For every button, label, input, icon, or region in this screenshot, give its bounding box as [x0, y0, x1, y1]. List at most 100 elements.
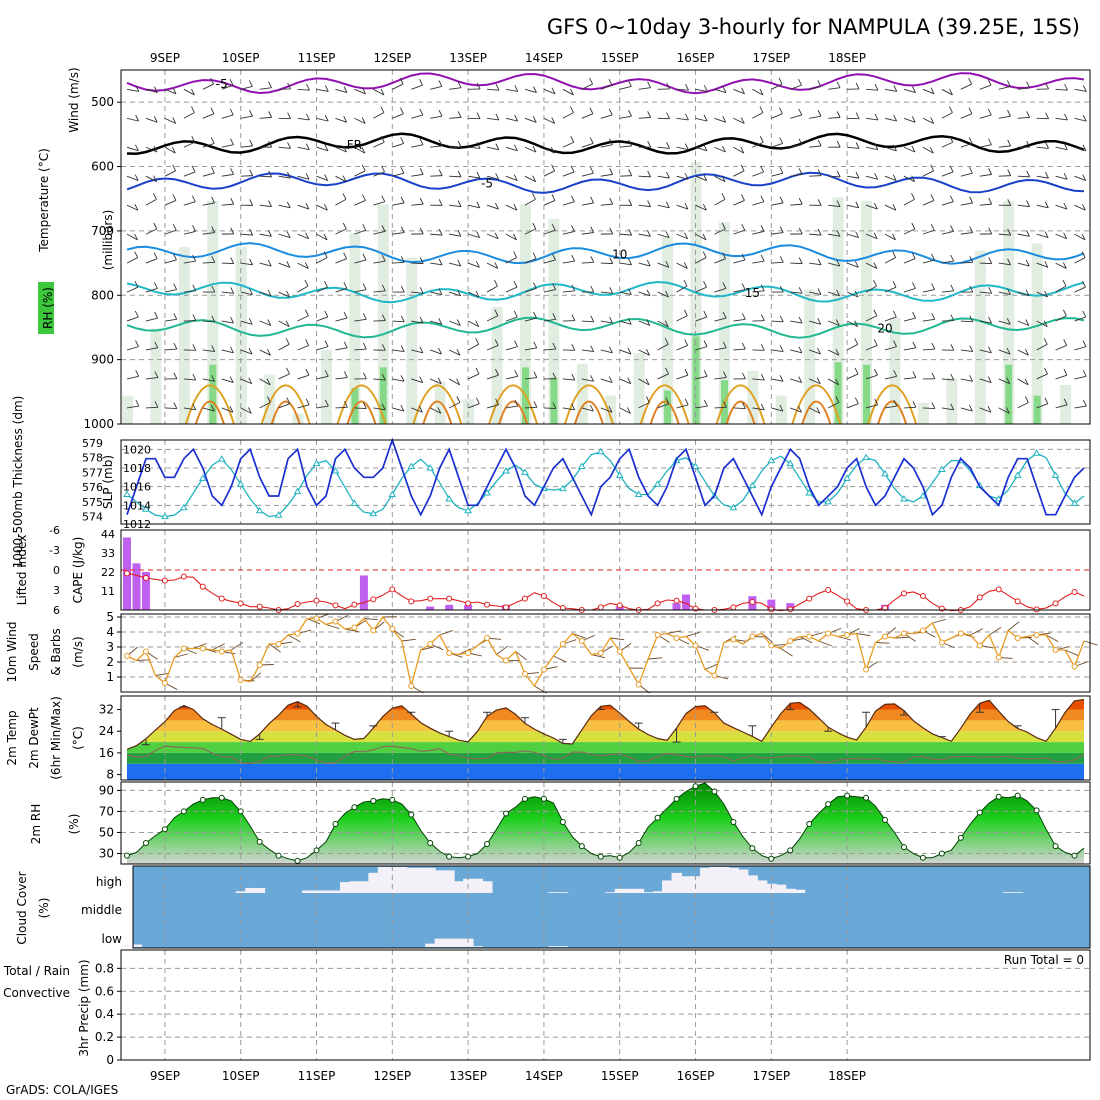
- wind-barb: [468, 175, 481, 179]
- wind-barb-flag: [817, 80, 822, 87]
- wind-barb-flag: [1044, 231, 1049, 238]
- wind-barb-flag: [342, 193, 347, 200]
- wind-barb-flag: [456, 396, 461, 403]
- wind-barb-flag: [1026, 200, 1030, 207]
- wind-speed-marker: [275, 641, 282, 647]
- wind-barb: [884, 346, 897, 351]
- wind-barb: [752, 290, 765, 293]
- lifted-index-marker: [294, 601, 301, 607]
- cloud-high-bar: [681, 876, 692, 893]
- wind-barb-flag: [968, 107, 973, 114]
- wind-barb: [998, 407, 1010, 414]
- cape-bar: [672, 603, 681, 610]
- wind-barb-flag: [381, 344, 386, 351]
- wind-barb-flag: [760, 225, 765, 232]
- wind-barb-flag: [173, 283, 178, 290]
- wind-barb-flag: [646, 289, 651, 297]
- wind-barb-flag: [1082, 370, 1087, 377]
- wind-barb-flag: [571, 314, 576, 321]
- wind-barb: [316, 117, 329, 122]
- wind-barb: [468, 146, 481, 149]
- wind-barb-flag: [1062, 262, 1067, 269]
- wind-speed-marker: [218, 648, 225, 655]
- wind-barb-flag: [855, 231, 860, 238]
- wind-barb-flag: [1082, 310, 1087, 318]
- wind-barb: [543, 117, 555, 124]
- wind-barb: [449, 87, 462, 90]
- wind-barb-flag: [741, 87, 745, 95]
- wind-barb-flag: [173, 372, 178, 380]
- wind-barb: [164, 229, 177, 235]
- wind-barb: [297, 233, 309, 240]
- wind-barb: [619, 115, 632, 119]
- wind-barb-flag: [249, 169, 254, 176]
- wind-barb: [335, 88, 348, 94]
- wind-barb-flag: [798, 138, 803, 145]
- wind-barb-10m: [989, 626, 1002, 636]
- wind-barb-flag: [438, 318, 443, 325]
- wind-barb: [449, 262, 461, 267]
- wind-barb: [903, 117, 916, 123]
- rh-marker: [351, 804, 358, 811]
- wind-barb-flag: [135, 399, 140, 407]
- wind-barb-flag: [1026, 170, 1031, 178]
- wind-barb: [695, 117, 708, 122]
- wind-barb: [411, 262, 424, 265]
- wind-speed-marker: [995, 654, 1002, 661]
- wind-barb-flag: [1044, 201, 1049, 209]
- wind-barb: [865, 175, 878, 180]
- wind-barb-flag: [1064, 113, 1068, 121]
- wind-barb-flag: [854, 367, 859, 375]
- wind-speed-marker: [294, 630, 301, 637]
- wind-barb: [600, 291, 613, 294]
- cloud-high-bar: [643, 892, 654, 893]
- wind-barb: [638, 175, 651, 178]
- wind-barb: [884, 257, 896, 264]
- wind-barb: [790, 173, 803, 177]
- wind-barb: [278, 373, 290, 380]
- lifted-index-marker: [256, 603, 263, 610]
- wind-barb-flag: [323, 251, 328, 258]
- lifted-index-marker: [1052, 600, 1059, 607]
- wind-barb: [1036, 291, 1048, 298]
- wind-barb: [600, 349, 613, 354]
- wind-barb-flag: [816, 377, 821, 384]
- wind-barb-flag: [817, 288, 822, 295]
- wind-barb-flag: [1006, 377, 1011, 384]
- wind-barb-10m: [496, 645, 508, 655]
- wind-barb: [259, 116, 272, 119]
- wind-barb: [809, 291, 822, 296]
- lifted-index-marker: [503, 604, 510, 611]
- rh-marker: [654, 814, 661, 821]
- wind-barb-flag: [286, 290, 290, 298]
- wind-barb-flag: [400, 256, 405, 263]
- wind-barb: [581, 143, 594, 148]
- pressure-tick-label: 800: [91, 288, 114, 302]
- wind-barb: [524, 228, 537, 235]
- wind-barb: [695, 233, 707, 241]
- wind-barb: [809, 320, 821, 325]
- wind-barb-flag: [1045, 82, 1050, 90]
- wind-barb: [695, 405, 708, 409]
- wind-barb: [581, 83, 593, 90]
- wind-barb-flag: [362, 223, 367, 231]
- thickness-marker: [331, 466, 340, 474]
- wind-barb-flag: [703, 370, 708, 377]
- wind-barb-flag: [285, 320, 290, 327]
- wind-barb: [221, 378, 234, 383]
- thickness-marker: [521, 468, 529, 475]
- wind-barb-flag: [798, 316, 803, 324]
- wind-barb-flag: [987, 376, 992, 383]
- isotherm-label: 20: [877, 321, 892, 335]
- pressure-tick-label: 900: [91, 353, 114, 367]
- lifted-index-marker: [597, 604, 604, 611]
- wind-barb-flag: [266, 378, 271, 386]
- warm-contour: [867, 384, 918, 425]
- wind-barb-flag: [665, 367, 669, 375]
- cloud-high-bar: [311, 890, 323, 893]
- cloud-high-bar: [794, 889, 806, 893]
- wind-barb-flag: [665, 201, 670, 209]
- wind-barb: [809, 233, 822, 236]
- wind-barb-flag: [626, 407, 631, 414]
- wind-barb-flag: [230, 316, 234, 324]
